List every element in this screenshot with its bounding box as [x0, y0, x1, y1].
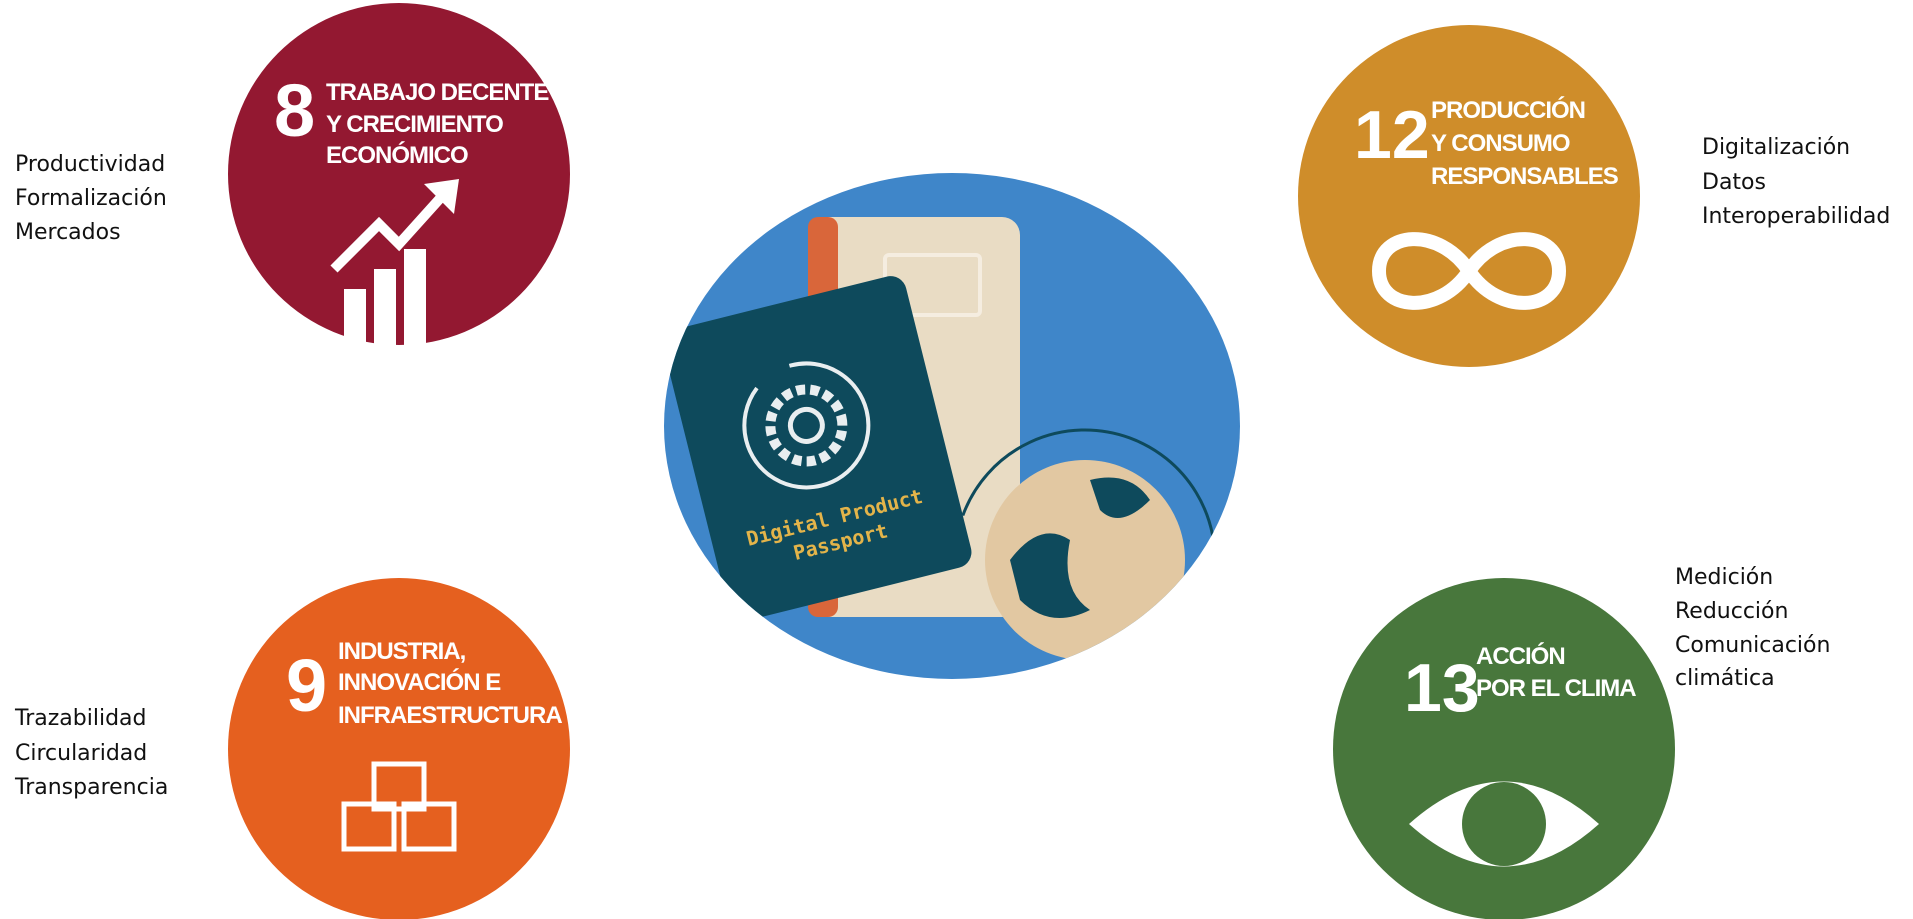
icon-cube [371, 761, 427, 812]
icon-globe [1462, 782, 1546, 866]
sdg-goal: 9 INDUSTRIA, INNOVACIÓN E INFRAESTRUCTURA [228, 578, 570, 919]
sdg-title: Y CONSUMO [1431, 130, 1570, 157]
goals: 8 TRABAJO DECENTE Y CRECIMIENTO ECONÓMICO Pr… [14, 3, 1890, 919]
passport [664, 276, 972, 621]
icon-arrowhead [424, 179, 459, 214]
sdg-title: INFRAESTRUCTURA [338, 702, 562, 729]
sdg-circle [228, 578, 570, 919]
sdg-circle [228, 3, 570, 345]
sdg-title: ACCIÓN [1476, 642, 1565, 670]
keyword: Digitalización [1702, 135, 1850, 160]
sdg-number: 9 [286, 644, 327, 727]
sdg-title: POR EL CLIMA [1476, 675, 1636, 702]
icon-infinity [1371, 232, 1567, 310]
center-illustration: Digital Product Passport [664, 173, 1240, 679]
sdg-title: PRODUCCIÓN [1431, 96, 1585, 124]
keyword: Medición [1675, 565, 1773, 590]
orbit [953, 428, 1217, 679]
keyword: Comunicación [1675, 633, 1830, 658]
icon-bar [374, 269, 396, 349]
icon-bar [404, 249, 426, 349]
keyword: Circularidad [15, 741, 147, 766]
sdg-title: INDUSTRIA, [338, 638, 466, 665]
sdg-title: TRABAJO DECENTE [326, 79, 549, 106]
keyword: Productividad [15, 152, 165, 177]
gear-hub [787, 406, 825, 444]
keyword: Transparencia [14, 775, 168, 800]
sdg-title: ECONÓMICO [326, 141, 468, 169]
gear-icon [765, 384, 848, 467]
keyword: climática [1675, 666, 1775, 691]
icon-arrow [330, 190, 448, 273]
keyword: Reducción [1675, 599, 1788, 624]
sdg-number: 13 [1404, 650, 1480, 726]
icon-cube [341, 801, 397, 852]
sdg-title: RESPONSABLES [1431, 163, 1619, 190]
sdg-title: Y CRECIMIENTO [326, 111, 503, 138]
sdg-circle [1333, 578, 1675, 919]
globe-land [1010, 477, 1150, 618]
keyword: Formalización [15, 186, 167, 211]
sdg-circle [1298, 25, 1640, 367]
keyword: Datos [1702, 170, 1766, 195]
sdg-goal: 12 PRODUCCIÓN Y CONSUMO RESPONSABLES [1298, 25, 1640, 367]
keyword: Mercados [15, 220, 121, 245]
sdg-goal: 8 TRABAJO DECENTE Y CRECIMIENTO ECONÓMICO [228, 3, 570, 349]
icon-bar [344, 289, 366, 349]
keyword: Trazabilidad [14, 706, 146, 731]
cycle-icon [742, 361, 871, 490]
icon-cube [401, 801, 457, 852]
sdg-title: INNOVACIÓN E [338, 668, 501, 696]
sdg-number: 8 [274, 69, 315, 152]
sdg-number: 12 [1354, 97, 1430, 173]
keyword: Interoperabilidad [1702, 204, 1890, 229]
